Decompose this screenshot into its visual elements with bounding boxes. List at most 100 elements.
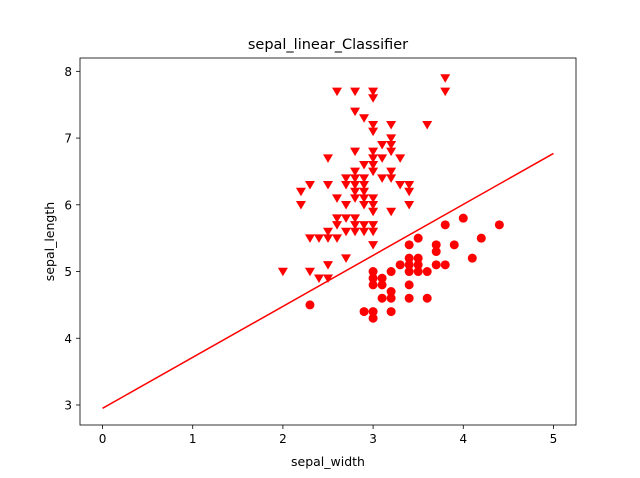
circle-point (431, 240, 441, 250)
plot-area (102, 74, 554, 409)
triangle-point (368, 94, 379, 103)
triangle-point (368, 221, 379, 230)
triangle-point (359, 187, 370, 197)
y-tick-label: 6 (64, 198, 72, 212)
circle-point (404, 280, 414, 290)
circle-point (404, 240, 414, 250)
triangle-point (359, 201, 370, 210)
triangle-point (368, 154, 379, 163)
triangle-point (368, 167, 379, 177)
triangle-point (350, 214, 361, 223)
circle-point (494, 220, 504, 230)
y-axis-label: sepal_length (42, 202, 57, 281)
triangle-point (368, 161, 379, 170)
chart-title: sepal_linear_Classifier (248, 37, 408, 53)
triangle-point (332, 234, 343, 243)
circle-point (467, 253, 477, 263)
triangle-point (350, 174, 361, 183)
triangle-point (368, 201, 379, 210)
triangle-point (350, 87, 361, 97)
triangle-point (404, 181, 415, 190)
circle-point (404, 267, 414, 277)
triangle-point (323, 181, 333, 190)
triangle-point (386, 167, 397, 177)
triangle-point (359, 221, 370, 230)
triangle-point (368, 120, 379, 130)
triangle-point (323, 274, 333, 283)
triangle-point (386, 120, 397, 130)
x-tick-label: 2 (279, 432, 287, 446)
y-tick-label: 8 (64, 65, 72, 79)
circle-point (413, 260, 423, 270)
circle-point (377, 273, 387, 283)
triangle-point (304, 234, 315, 243)
circle-point (458, 213, 468, 223)
triangle-point (332, 221, 343, 230)
triangle-point (350, 107, 361, 117)
triangle-point (359, 114, 370, 123)
circle-point (377, 293, 387, 303)
x-axis: 0 1 2 3 4 5 (99, 425, 558, 446)
x-tick-label: 5 (550, 432, 558, 446)
circle-point (413, 233, 423, 243)
circle-point (368, 307, 378, 317)
triangle-point (440, 87, 451, 97)
triangle-point (323, 234, 333, 243)
circle-point (404, 293, 414, 303)
triangle-point (440, 74, 451, 83)
triangle-point (350, 221, 361, 230)
triangle-point (332, 194, 343, 203)
circle-point (476, 233, 486, 243)
triangle-point (323, 227, 333, 237)
triangle-point (368, 87, 379, 97)
triangle-point (386, 174, 397, 183)
triangle-point (359, 161, 370, 170)
circle-point (440, 260, 450, 270)
triangle-point (350, 227, 361, 237)
triangle-point (295, 187, 306, 197)
triangle-point (359, 174, 370, 183)
triangle-point (386, 207, 397, 217)
triangle-point (368, 227, 379, 237)
triangle-point (341, 214, 352, 223)
circle-point (422, 293, 432, 303)
circle-point (368, 280, 378, 290)
triangle-point (323, 154, 333, 163)
triangle-point (313, 234, 324, 243)
triangle-point (422, 120, 433, 130)
triangle-point (350, 194, 361, 203)
triangle-point (332, 214, 343, 223)
circle-point (395, 260, 405, 270)
triangle-point (386, 147, 397, 157)
triangle-point (341, 227, 352, 237)
triangle-point (313, 274, 324, 283)
circle-point (422, 267, 432, 277)
x-tick-label: 3 (369, 432, 377, 446)
circle-point (386, 287, 396, 297)
x-tick-label: 4 (459, 432, 467, 446)
circle-point (368, 273, 378, 283)
triangle-point (350, 167, 361, 177)
triangle-point (350, 147, 361, 157)
triangle-point (395, 181, 406, 190)
circle-point (431, 247, 441, 257)
circle-point (386, 307, 396, 317)
triangle-point (341, 181, 352, 190)
x-tick-label: 0 (99, 432, 107, 446)
triangle-point (323, 261, 333, 270)
triangle-point (386, 140, 397, 150)
triangle-point (341, 201, 352, 210)
triangle-point (386, 134, 397, 143)
triangle-point (350, 181, 361, 190)
circle-point (377, 280, 387, 290)
plot-frame (79, 57, 577, 426)
circle-point (368, 267, 378, 277)
triangle-point (377, 154, 388, 163)
triangle-point (359, 194, 370, 203)
triangle-point (395, 154, 406, 163)
y-tick-label: 4 (64, 332, 72, 346)
triangle-point (359, 227, 370, 237)
triangle-point (368, 207, 379, 217)
triangle-point (350, 187, 361, 197)
